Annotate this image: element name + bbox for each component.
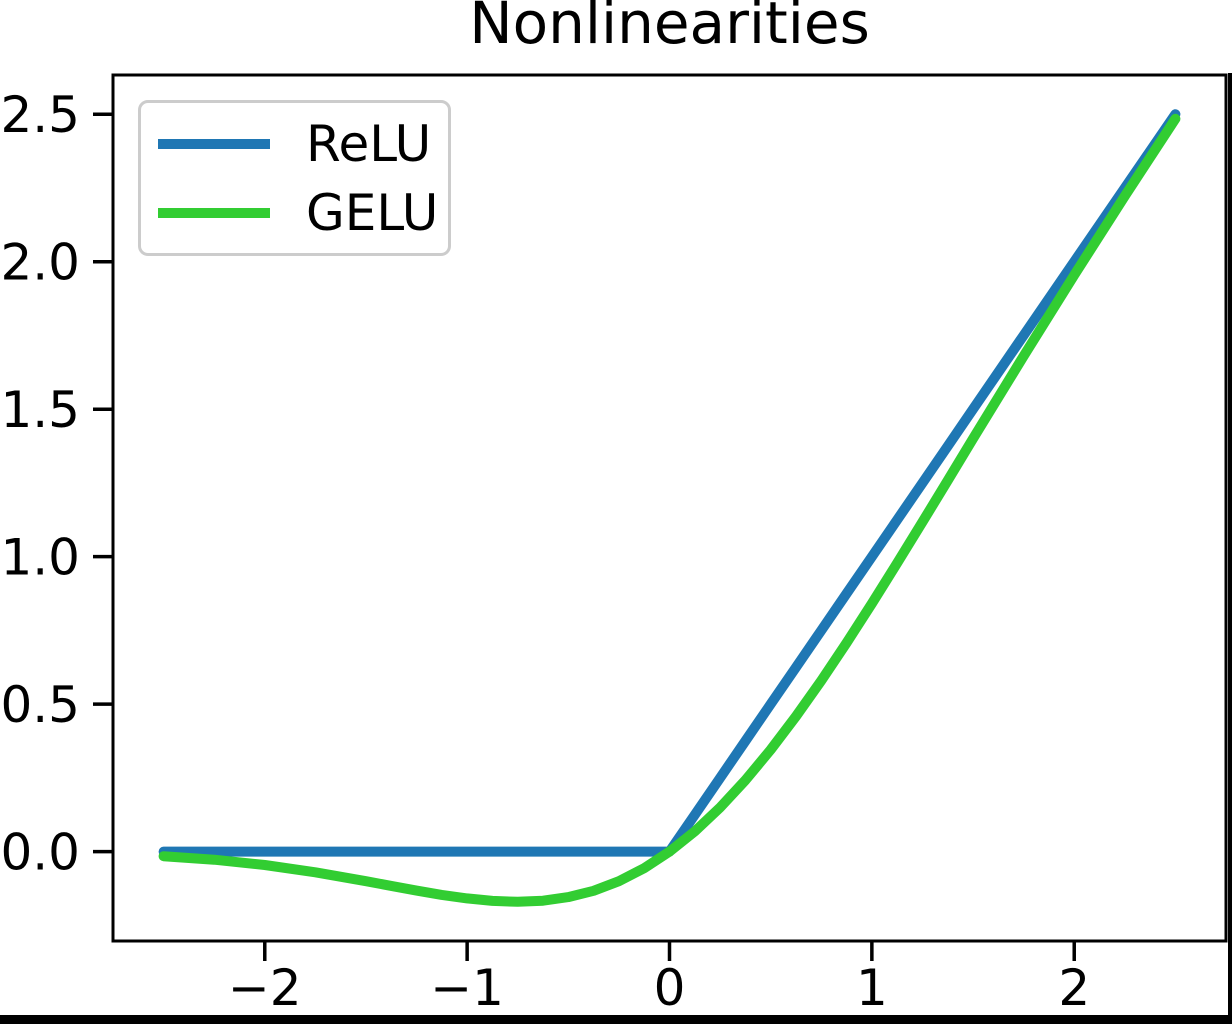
chart-title: Nonlinearities <box>469 0 870 57</box>
legend-item-relu: ReLU <box>141 112 448 176</box>
legend: ReLU GELU <box>138 100 451 256</box>
y-tick-label: 2.5 <box>0 86 80 144</box>
y-tick-label: 1.5 <box>0 381 80 439</box>
x-tick-label: −2 <box>228 959 302 1017</box>
gelu-curve <box>158 113 1181 907</box>
y-tick-label: 1.0 <box>0 529 80 587</box>
y-tick-label: 0.0 <box>0 824 80 882</box>
y-tick-label: 0.5 <box>0 676 80 734</box>
x-tick-label: 1 <box>856 959 888 1017</box>
bottom-border-bar <box>0 1015 1232 1024</box>
relu-line-swatch <box>158 138 270 149</box>
right-border-line <box>1228 73 1232 1024</box>
legend-item-gelu: GELU <box>141 181 448 245</box>
legend-label-relu: ReLU <box>306 114 432 173</box>
x-tick-label: 2 <box>1058 959 1090 1017</box>
x-tick-label: 0 <box>654 959 686 1017</box>
y-tick-label: 2.0 <box>0 234 80 292</box>
axes-frame <box>111 73 1228 943</box>
x-tick-label: −1 <box>430 959 504 1017</box>
gelu-line-swatch <box>158 207 270 218</box>
legend-label-gelu: GELU <box>306 183 439 242</box>
